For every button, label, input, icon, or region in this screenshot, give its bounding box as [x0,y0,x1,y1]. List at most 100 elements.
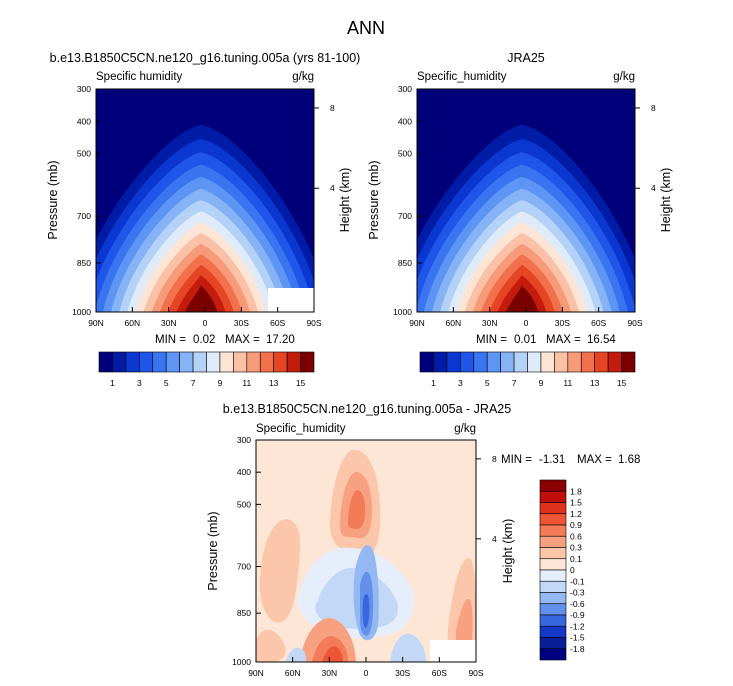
colorbar-box [539,580,567,593]
y-tick-label: 500 [77,149,91,159]
y-tick-label: 400 [398,116,412,126]
colorbar-box [567,351,582,373]
panel-obs-axes: 90N 60N 30N 0 30S 60S 90S 300 400 500 700 850 1000 8 4 [393,84,656,328]
y-tick-label: 700 [77,211,91,221]
colorbar-box [446,351,461,373]
colorbar-box [233,351,248,373]
y-tick-label: 1000 [232,657,251,667]
panel-obs-units-label: g/kg [613,71,635,83]
colorbar-box [206,351,221,373]
panel-diff-axes: 90N 60N 30N 0 30S 60S 90S 300 400 500 700 850 1000 8 4 [232,435,497,678]
panel-model-missing-region [268,288,314,312]
x-tick-label: 0 [203,318,208,328]
x-tick-label: 60N [446,318,462,328]
y-tick-label: 500 [398,149,412,159]
colorbar-box [621,351,636,373]
panel-model-max-label: MAX = [225,334,260,346]
colorbar-tick-label: 9 [539,378,544,388]
panel-model-min-value: 0.02 [193,334,215,346]
x-tick-label: 30N [482,318,498,328]
colorbar-box [500,351,515,373]
contour-band [184,285,218,312]
colorbar-box [539,490,567,503]
colorbar-tick-label: -0.3 [570,588,585,598]
colorbar-tick-label: 1.8 [570,486,582,496]
colorbar-box [165,351,180,373]
colorbar-box [112,351,127,373]
x-tick-label: 90N [248,668,264,678]
panel-model-ylabel: Pressure (mb) [46,160,60,239]
x-tick-label: 90N [409,318,425,328]
colorbar-tick-label: 3 [458,378,463,388]
y-tick-label: 300 [77,84,91,94]
y-tick-label: 700 [237,562,251,572]
colorbar-tick-label: 11 [563,378,572,388]
colorbar-tick-label: 15 [617,378,627,388]
colorbar-tick-label: -1.2 [570,621,585,631]
x-tick-label: 90S [306,318,321,328]
colorbar-tick-label: -1.5 [570,633,585,643]
colorbar-tick-label: 1.2 [570,509,582,519]
panel-obs-max-label: MAX = [546,334,581,346]
colorbar-box [179,351,194,373]
y-tick-label: 400 [237,467,251,477]
x-tick-label: 60S [591,318,606,328]
colorbar-tick-label: 1 [431,378,436,388]
panel-model: b.e13.B1850C5CN.ne120_g16.tuning.005a (y… [46,51,360,388]
panel-obs-y2label: Height (km) [659,168,673,233]
colorbar-box [433,351,448,373]
panel-model-y2label: Height (km) [338,168,352,233]
colorbar-tick-label: 0.9 [570,520,582,530]
colorbar-tick-label: 0 [570,565,575,575]
panel-diff-min-value: -1.31 [539,454,565,466]
y2-tick-label: 4 [651,183,656,193]
x-tick-label: 30S [395,668,410,678]
panel-obs-min-value: 0.01 [514,334,536,346]
panel-diff-min-label: MIN = [501,454,532,466]
colorbar-box [219,351,234,373]
panel-model-axes: 90N 60N 30N 0 30S 60S 90S 300 400 500 700 850 1000 8 4 [72,84,335,328]
y-tick-label: 1000 [393,307,412,317]
colorbar-tick-label: 7 [191,378,196,388]
colorbar-tick-label: 11 [242,378,251,388]
y2-tick-label: 4 [330,183,335,193]
x-tick-label: 90N [88,318,104,328]
colorbar-box [192,351,207,373]
colorbar-tick-label: 13 [269,378,279,388]
panel-diff-y2label: Height (km) [501,519,515,584]
colorbar-box [539,603,567,616]
colorbar-box [539,547,567,560]
colorbar-tick-label: 5 [485,378,490,388]
panel-diff-variable-label: Specific_humidity [256,423,346,435]
x-tick-label: 0 [524,318,529,328]
panel-diff: b.e13.B1850C5CN.ne120_g16.tuning.005a - … [206,402,640,678]
colorbar-box [152,351,167,373]
panel-diff-missing-region [430,640,476,662]
colorbar-tick-label: -0.6 [570,599,585,609]
x-tick-label: 30S [234,318,249,328]
colorbar-tick-label: 13 [590,378,600,388]
colorbar-box [539,535,567,548]
colorbar-tick-label: 0.1 [570,554,582,564]
y2-tick-label: 8 [492,454,497,464]
x-tick-label: 60S [270,318,285,328]
panel-obs: JRA25 Specific_humidity g/kg 90N 60N 30N 0 3… [367,51,673,388]
panel-diff-colorbar: 1.81.51.20.90.60.30.10-0.1-0.3-0.6-0.9-1… [539,479,585,661]
colorbar-box [539,592,567,605]
y-tick-label: 850 [77,258,91,268]
colorbar-box [539,524,567,537]
colorbar-box [419,351,434,373]
colorbar-box [539,558,567,571]
colorbar-box [539,513,567,526]
figure-title: ANN [347,18,385,38]
panel-model-units-label: g/kg [292,71,314,83]
panel-diff-max-value: 1.68 [618,454,640,466]
colorbar-box [259,351,274,373]
panel-model-variable-label: Specific humidity [96,71,183,83]
panel-obs-ylabel: Pressure (mb) [367,160,381,239]
panel-model-max-value: 17.20 [266,334,295,346]
colorbar-tick-label: 1 [110,378,115,388]
colorbar-box [273,351,288,373]
y2-tick-label: 8 [330,103,335,113]
colorbar-tick-label: -0.1 [570,576,585,586]
